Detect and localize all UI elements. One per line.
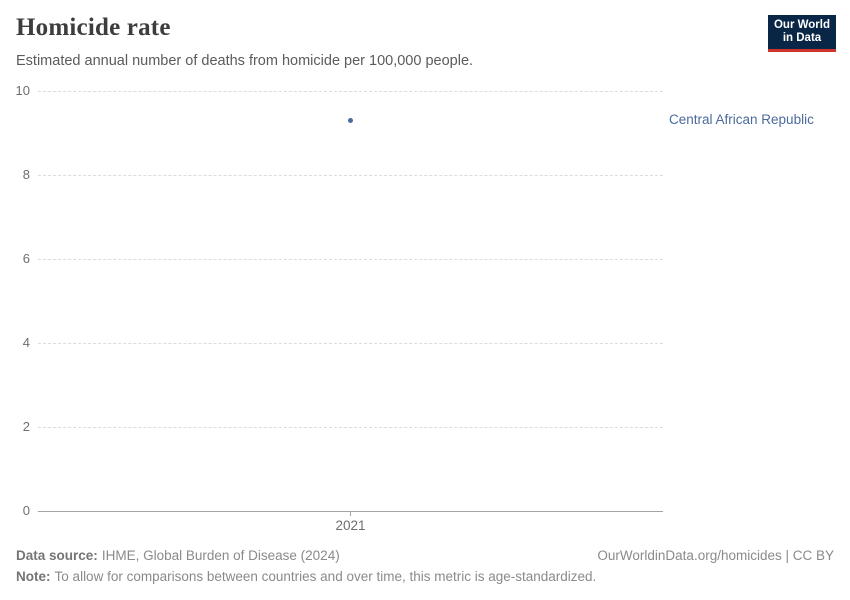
y-tick-label-8: 8 bbox=[22, 167, 30, 182]
x-axis-tick bbox=[350, 511, 351, 516]
y-tick-label-6: 6 bbox=[22, 251, 30, 266]
x-tick-label-2021: 2021 bbox=[335, 518, 366, 533]
gridline-2 bbox=[38, 427, 663, 428]
owid-logo[interactable]: Our World in Data bbox=[768, 15, 836, 52]
chart-subtitle: Estimated annual number of deaths from h… bbox=[16, 53, 474, 69]
note-text: To allow for comparisons between countri… bbox=[54, 569, 597, 584]
footer-note: Note: To allow for comparisons between co… bbox=[16, 569, 596, 584]
y-tick-label-10: 10 bbox=[15, 83, 30, 98]
chart-title: Homicide rate bbox=[16, 14, 171, 41]
entity-label[interactable]: Central African Republic bbox=[669, 112, 814, 128]
footer-rights-link[interactable]: OurWorldinData.org/homicides | CC BY bbox=[597, 548, 834, 563]
gridline-10 bbox=[38, 91, 663, 92]
owid-logo-line2: in Data bbox=[782, 32, 822, 44]
y-tick-label-0: 0 bbox=[22, 503, 30, 518]
data-source-label: Data source: bbox=[16, 548, 98, 563]
note-label: Note: bbox=[16, 569, 51, 584]
gridline-6 bbox=[38, 259, 663, 260]
y-tick-label-2: 2 bbox=[22, 419, 30, 434]
y-tick-label-4: 4 bbox=[22, 335, 30, 350]
footer-data-source: Data source: IHME, Global Burden of Disea… bbox=[16, 548, 340, 563]
gridline-4 bbox=[38, 343, 663, 344]
owid-logo-line1: Our World bbox=[773, 19, 830, 31]
data-source-link[interactable]: IHME, Global Burden of Disease (2024) bbox=[101, 548, 340, 563]
gridline-8 bbox=[38, 175, 663, 176]
data-point[interactable] bbox=[347, 117, 353, 123]
